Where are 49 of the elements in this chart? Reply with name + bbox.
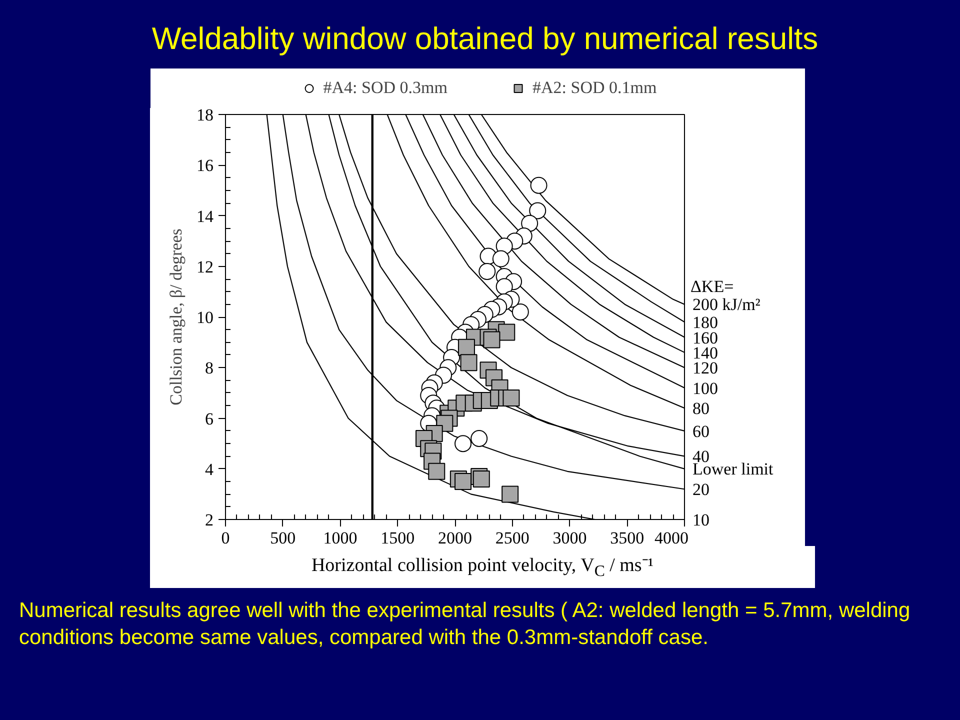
point	[502, 390, 520, 406]
chart-title: Weldablity window obtained by numerical results	[152, 20, 818, 58]
series-label: 60	[692, 422, 710, 441]
x-tick-label: 3500	[610, 528, 644, 548]
y-tick-label: 14	[196, 206, 214, 226]
point	[460, 354, 478, 372]
point	[492, 250, 510, 268]
x-tick-label: 500	[270, 528, 296, 548]
x-tick-label: 2000	[438, 528, 472, 548]
series-label: 80	[692, 399, 710, 418]
y-tick-label: 6	[205, 409, 214, 428]
series-label: 100	[692, 378, 718, 398]
series-label: 200 kJ/m²	[692, 294, 760, 314]
point	[428, 462, 446, 480]
point	[454, 435, 472, 452]
point	[458, 338, 475, 356]
x-tick-label: 1000	[323, 528, 358, 548]
text: ΔKE=	[690, 276, 734, 296]
x-tick-label: 4000	[654, 528, 688, 548]
text: Numerical results agree well with the experimental results ( A2: welded length = 5.7mm, welding conditions become same values, compared with the 0.3mm-standoff case.	[19, 598, 912, 651]
x-tick-label: 0	[221, 528, 230, 548]
x-tick-label: 2500	[495, 528, 530, 548]
legend-label: #A4: SOD 0.3mm	[323, 78, 448, 98]
point	[454, 473, 472, 490]
point	[483, 331, 500, 348]
y-axis-title: Collsion angle, β/ degrees	[166, 228, 186, 406]
point	[470, 430, 488, 447]
y-tick-label: 18	[196, 106, 214, 124]
point	[521, 214, 538, 232]
series-label: 20	[692, 480, 710, 500]
point	[512, 303, 529, 320]
point	[472, 470, 490, 488]
legend-label: #A2: SOD 0.1mm	[532, 78, 657, 98]
point	[529, 202, 546, 220]
x-axis-title: Horizontal collision point velocity, V$_{C}$ / ms⁻¹	[311, 554, 654, 582]
point	[496, 278, 513, 296]
x-tick-label: 1500	[380, 528, 415, 548]
x-tick-label: 3000	[552, 528, 587, 548]
point	[530, 176, 548, 194]
point	[478, 262, 496, 280]
y-tick-label: 12	[196, 257, 214, 276]
y-tick-label: 10	[196, 308, 214, 327]
y-tick-label: 2	[205, 510, 214, 530]
y-tick-label: 16	[196, 156, 214, 176]
point	[502, 486, 519, 503]
point	[498, 324, 516, 341]
y-tick-label: 8	[205, 358, 214, 378]
y-tick-label: 4	[205, 460, 214, 479]
legend-label: 10	[692, 510, 710, 530]
